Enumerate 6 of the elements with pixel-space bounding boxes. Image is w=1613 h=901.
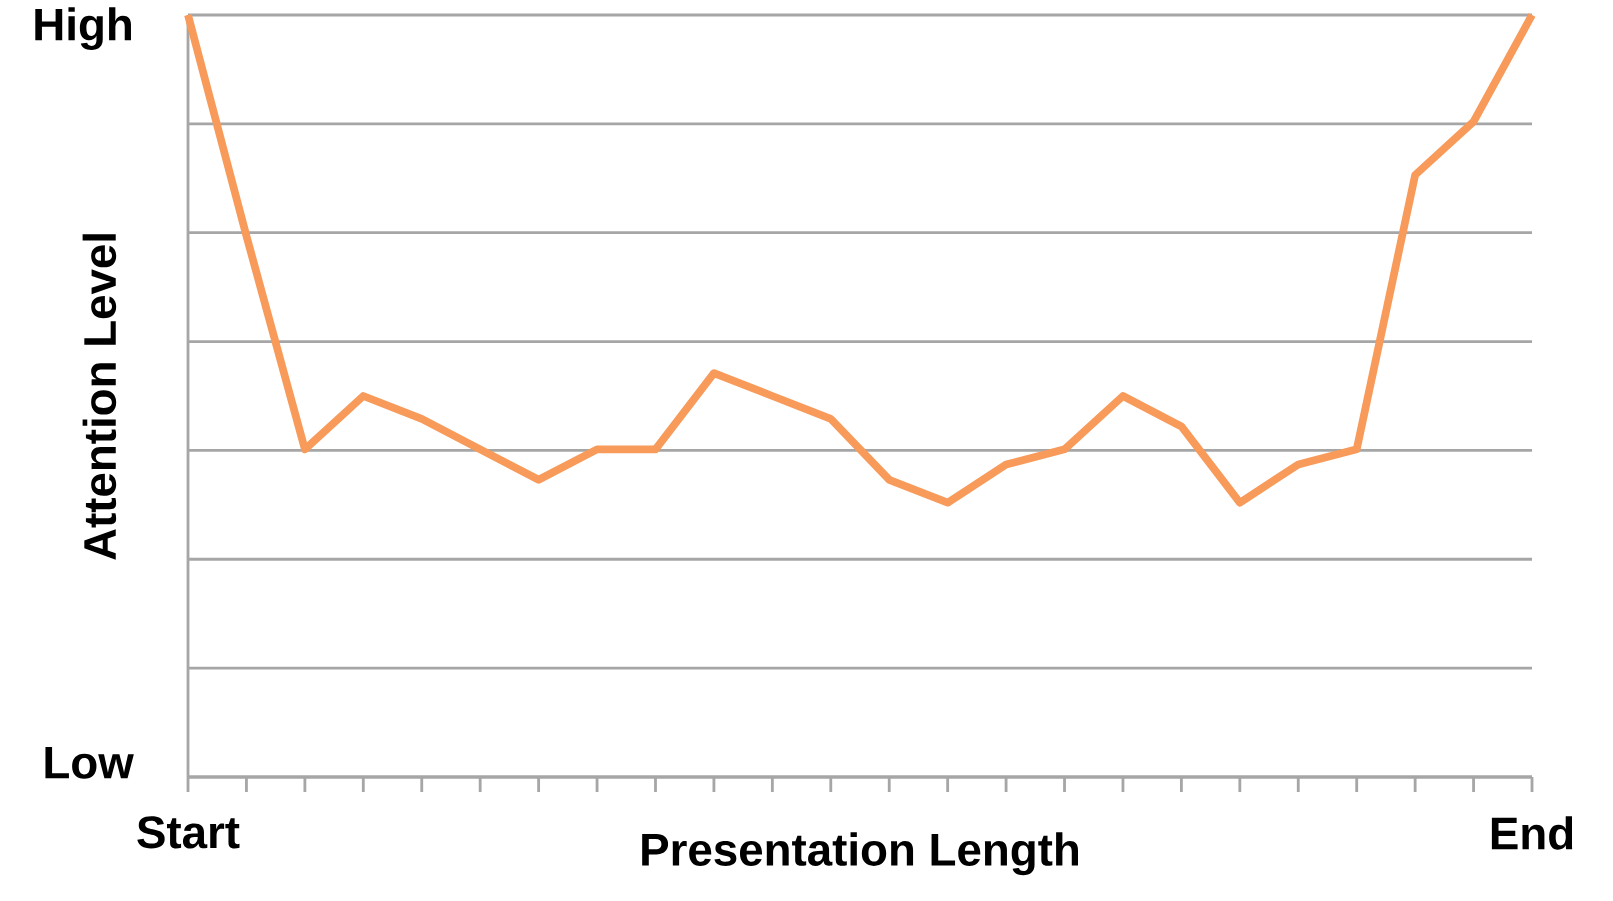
- text: Low: [45, 746, 134, 779]
- text: High: [35, 7, 131, 51]
- x-tick-label: End: [1491, 816, 1573, 850]
- x-tick-label: Start: [137, 816, 240, 849]
- y-axis-title: Attention Level: [82, 234, 117, 560]
- x-axis-title: Presentation Length: [642, 832, 1078, 876]
